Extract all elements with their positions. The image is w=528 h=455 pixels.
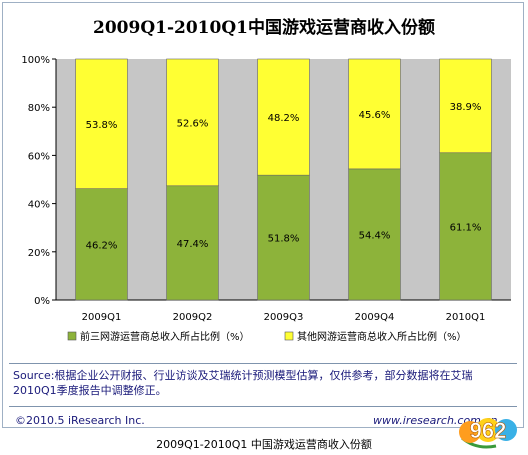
x-tick-label: 2009Q2 [173, 312, 213, 323]
x-tick-label: 2009Q4 [355, 312, 395, 323]
chart-title: 2009Q1-2010Q1中国游戏运营商收入份额 [93, 18, 435, 38]
bar-segment [257, 174, 310, 301]
y-tick-label: 100% [21, 55, 50, 66]
bar-segment [75, 58, 128, 189]
bar-segment [348, 168, 401, 301]
x-tick-label: 2009Q3 [264, 312, 304, 323]
copyright-text: ©2010.5 iResearch Inc. [15, 414, 145, 427]
bar-segment [439, 152, 492, 301]
image-caption: 2009Q1-2010Q1 中国游戏运营商收入份额 [156, 438, 372, 451]
data-label: 53.8% [86, 120, 118, 131]
data-label: 52.6% [177, 118, 209, 129]
legend-label: 其他网游运营商总收入所占比例（%） [297, 330, 467, 343]
y-tick-label: 80% [28, 103, 50, 114]
y-tick-label: 60% [28, 151, 50, 162]
data-label: 48.2% [268, 113, 300, 124]
data-label: 51.8% [268, 234, 300, 245]
bar-segment [257, 58, 310, 176]
svg-text:962: 962 [470, 418, 507, 443]
data-label: 38.9% [450, 102, 482, 113]
bar-segment [166, 58, 219, 187]
legend-swatch [67, 331, 77, 341]
site-logo: 962 [459, 418, 517, 449]
bar-segment [348, 58, 401, 170]
data-label: 45.6% [359, 110, 391, 121]
y-tick-label: 20% [28, 248, 50, 259]
bar-segment [439, 58, 492, 154]
y-tick-label: 40% [28, 200, 50, 211]
stacked-bar-chart: 0% 20% 40% 60% 80% 100% 46.2% 53.8% 2009Q1 47.4% 5… [21, 55, 511, 343]
source-divider-top [9, 363, 517, 364]
x-tick-label: 2010Q1 [446, 312, 486, 323]
legend-label: 前三网游运营商总收入所占比例（%） [80, 330, 250, 343]
bar-segment [166, 185, 219, 301]
data-label: 47.4% [177, 239, 209, 250]
bar-segment [75, 188, 128, 301]
y-tick-label: 0% [34, 296, 50, 307]
source-note: Source:根据企业公开财报、行业访谈及艾瑞统计预测模型估算，仅供参考，部分数… [13, 369, 473, 397]
legend-swatch [284, 331, 294, 341]
data-label: 61.1% [450, 222, 482, 233]
data-label: 46.2% [86, 240, 118, 251]
data-label: 54.4% [359, 230, 391, 241]
chart-panel: 2009Q1-2010Q1中国游戏运营商收入份额 0% 20% 40% 60% 80% 1… [2, 2, 524, 428]
source-divider-bottom [9, 406, 517, 407]
x-tick-label: 2009Q1 [82, 312, 122, 323]
